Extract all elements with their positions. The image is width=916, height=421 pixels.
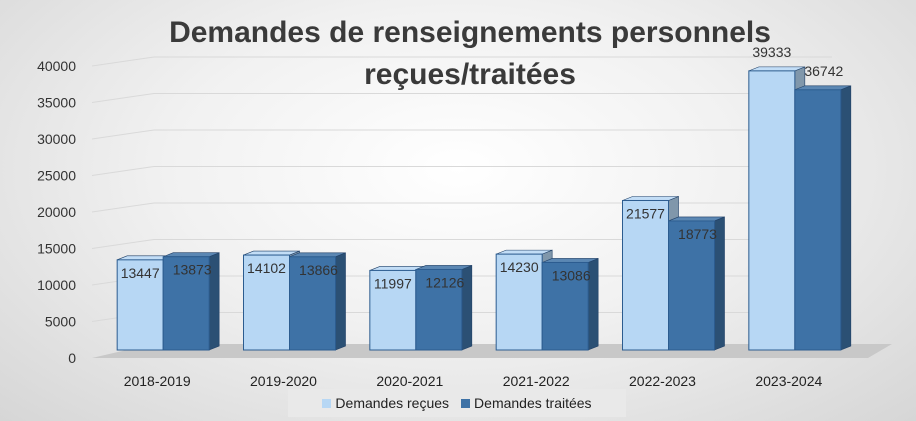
data-label-received: 11997 — [374, 275, 412, 291]
data-label-received: 14230 — [500, 259, 539, 275]
y-tick-label: 30000 — [37, 131, 76, 147]
x-tick-label: 2022-2023 — [629, 373, 696, 389]
legend-label-received: Demandes reçues — [335, 395, 450, 411]
data-label-processed: 12126 — [425, 274, 464, 290]
y-tick-label: 5000 — [45, 314, 76, 330]
legend-label-processed: Demandes traitées — [474, 395, 592, 411]
y-tick-label: 20000 — [37, 204, 76, 220]
y-tick-label: 15000 — [37, 241, 76, 257]
data-label-processed: 13086 — [552, 267, 591, 283]
y-tick-label: 10000 — [37, 277, 76, 293]
bar-processed — [794, 85, 852, 351]
x-tick-label: 2020-2021 — [376, 373, 443, 389]
legend-swatch-received — [322, 398, 332, 408]
data-label-received: 39333 — [752, 44, 791, 60]
y-tick-label: 40000 — [37, 58, 76, 74]
data-label-received: 14102 — [247, 260, 286, 276]
x-tick-label: 2018-2019 — [124, 373, 191, 389]
x-tick-label: 2019-2020 — [250, 373, 317, 389]
data-label-received: 13447 — [121, 265, 160, 281]
bar-processed — [415, 265, 473, 351]
data-label-received: 21577 — [626, 205, 665, 221]
data-label-processed: 13873 — [173, 262, 212, 278]
legend-item-processed: Demandes traitées — [461, 395, 592, 411]
legend-swatch-processed — [461, 398, 471, 408]
bar-processed — [668, 216, 725, 351]
y-tick-label: 0 — [68, 350, 76, 366]
y-tick-label: 35000 — [37, 95, 76, 111]
y-tick-label: 25000 — [37, 168, 76, 184]
bar-processed — [289, 252, 346, 351]
x-tick-label: 2021-2022 — [503, 373, 570, 389]
data-label-processed: 18773 — [678, 226, 717, 242]
bar-processed — [162, 252, 220, 351]
data-label-processed: 13866 — [299, 262, 338, 278]
legend-item-received: Demandes reçues — [322, 395, 449, 411]
bar-processed — [541, 258, 599, 351]
data-label-processed: 36742 — [804, 63, 843, 79]
x-tick-label: 2023-2024 — [755, 373, 822, 389]
chart-title: Demandes de renseignements personnels re… — [169, 16, 771, 91]
legend: Demandes reçues Demandes traitées — [288, 389, 626, 417]
